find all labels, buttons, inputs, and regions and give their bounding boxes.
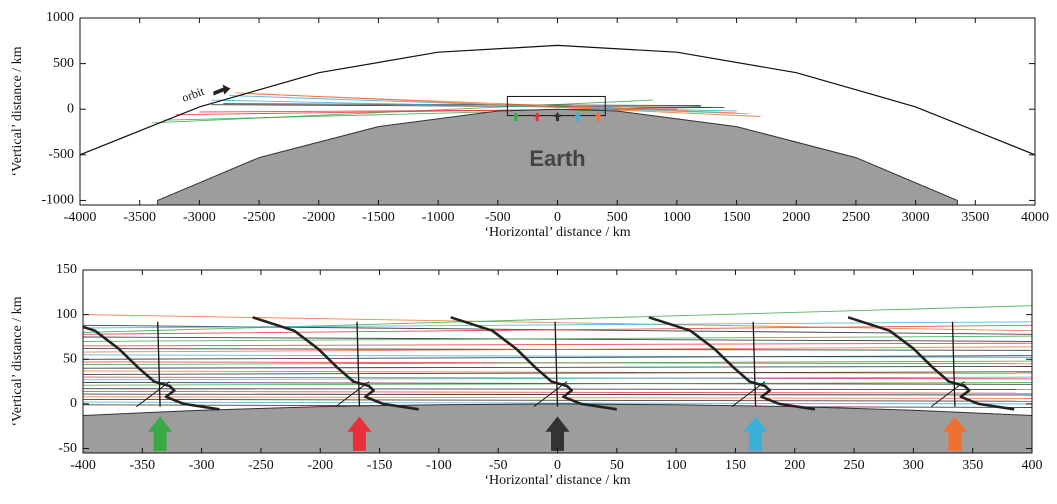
x-tick-label: 350 <box>962 458 983 473</box>
profile-staff <box>356 321 361 407</box>
x-tick-label: -2500 <box>243 210 276 225</box>
y-tick-label: 500 <box>53 56 74 71</box>
arrow <box>594 111 602 122</box>
ray <box>83 335 1032 342</box>
orbit <box>80 44 1035 156</box>
arrow <box>743 416 768 451</box>
x-tick-label: -250 <box>248 458 274 473</box>
orbit-arrow <box>213 84 231 96</box>
arrow <box>533 111 541 122</box>
y-tick-label: -50 <box>58 441 77 456</box>
profile-staff <box>157 321 161 407</box>
ray <box>83 305 1032 333</box>
ray <box>83 321 1032 329</box>
x-tick-label: -400 <box>70 458 96 473</box>
ray <box>83 370 1032 375</box>
arrow <box>554 111 561 122</box>
x-tick-label: -300 <box>189 458 215 473</box>
plot-area <box>80 44 1035 205</box>
profile-curve <box>252 316 419 411</box>
arrow <box>574 111 582 122</box>
x-tick-label: 4000 <box>1021 210 1049 225</box>
x-tick-label: 0 <box>554 458 561 473</box>
y-axis-label: ‘Vertical’ distance / km <box>10 296 25 426</box>
x-tick-label: 1000 <box>663 210 691 225</box>
ray <box>83 336 1032 342</box>
x-tick-label: 50 <box>610 458 624 473</box>
ray <box>83 376 1032 381</box>
x-tick-label: -1000 <box>422 210 455 225</box>
ray <box>199 108 677 113</box>
ray <box>83 360 1032 366</box>
x-tick-label: -2000 <box>302 210 335 225</box>
y-tick-label: 50 <box>63 351 77 366</box>
earth-label: Earth <box>529 146 585 171</box>
x-tick-label: 2500 <box>842 210 870 225</box>
x-tick-label: 250 <box>844 458 865 473</box>
ray <box>247 93 737 114</box>
earth <box>157 108 958 205</box>
y-axis-label: ‘Vertical’ distance / km <box>10 46 25 176</box>
x-tick-label: 400 <box>1022 458 1043 473</box>
x-tick-label: -3000 <box>183 210 216 225</box>
y-tick-label: 0 <box>70 396 77 411</box>
profile-curve <box>847 316 1015 411</box>
x-tick-label: -50 <box>489 458 508 473</box>
y-tick-label: -500 <box>48 147 74 162</box>
arrow <box>545 416 570 451</box>
profile-curve <box>450 316 617 411</box>
y-tick-label: -1000 <box>41 193 74 208</box>
y-tick-label: 150 <box>56 262 77 277</box>
ray <box>83 355 1032 360</box>
x-tick-label: -150 <box>367 458 393 473</box>
arrow <box>942 416 967 451</box>
x-tick-label: 3500 <box>961 210 989 225</box>
x-tick-label: -4000 <box>64 210 97 225</box>
y-tick-label: 100 <box>56 307 77 322</box>
arrow <box>512 111 520 122</box>
x-tick-label: 3000 <box>902 210 930 225</box>
ray <box>83 346 1032 353</box>
x-tick-label: -3500 <box>123 210 156 225</box>
profile-staff <box>951 321 956 407</box>
profile-staff <box>554 321 559 407</box>
arrow <box>148 416 173 451</box>
profile-staff <box>752 321 757 407</box>
arrow <box>347 416 372 451</box>
ray <box>83 342 1032 347</box>
x-tick-label: 150 <box>725 458 746 473</box>
y-tick-label: 0 <box>67 101 74 116</box>
x-tick-label: 1500 <box>723 210 751 225</box>
x-axis-label: ‘Horizontal’ distance / km <box>484 225 630 240</box>
ray <box>83 354 1032 358</box>
x-tick-label: 100 <box>666 458 687 473</box>
x-tick-label: -350 <box>129 458 155 473</box>
profile-curve <box>648 316 816 411</box>
x-tick-label: 0 <box>554 210 561 225</box>
ray <box>83 365 1032 369</box>
x-tick-label: -100 <box>426 458 452 473</box>
x-tick-label: 500 <box>607 210 628 225</box>
x-tick-label: 300 <box>903 458 924 473</box>
ray <box>83 371 1032 375</box>
plot-area <box>83 305 1032 453</box>
orbit-label: orbit <box>180 84 207 105</box>
x-tick-label: 2000 <box>782 210 810 225</box>
x-tick-label: -1500 <box>362 210 395 225</box>
profile-curve <box>83 325 220 411</box>
x-tick-label: 200 <box>784 458 805 473</box>
y-tick-label: 1000 <box>46 10 74 25</box>
x-tick-label: -500 <box>485 210 511 225</box>
ray <box>211 104 725 108</box>
x-axis-label: ‘Horizontal’ distance / km <box>484 473 630 488</box>
ray <box>223 103 701 107</box>
x-tick-label: -200 <box>307 458 333 473</box>
ray <box>83 314 1032 332</box>
